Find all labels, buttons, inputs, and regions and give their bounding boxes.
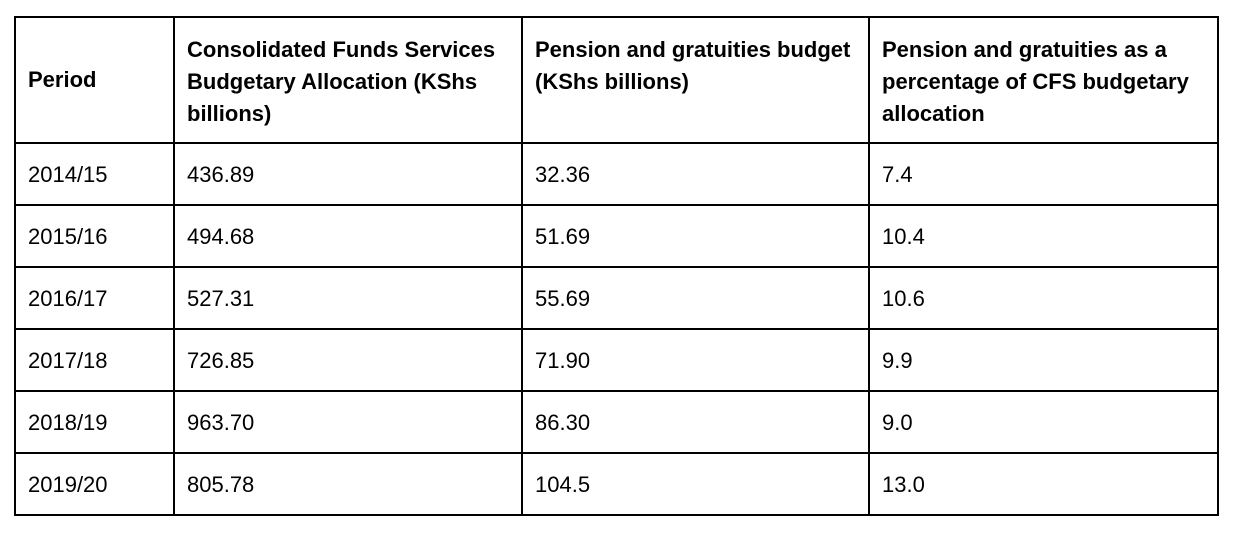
cell-pension-budget: 55.69 [521, 266, 870, 330]
cell-cfs-allocation: 527.31 [173, 266, 523, 330]
cell-cfs-allocation: 494.68 [173, 204, 523, 268]
cell-pension-budget: 104.5 [521, 452, 870, 516]
cell-pension-budget: 86.30 [521, 390, 870, 454]
cell-period: 2019/20 [14, 452, 175, 516]
cell-period: 2016/17 [14, 266, 175, 330]
cell-cfs-allocation: 805.78 [173, 452, 523, 516]
header-pension-budget: Pension and gratuities budget (KShs bill… [521, 16, 870, 144]
cell-cfs-allocation: 436.89 [173, 142, 523, 206]
header-row: Period Consolidated Funds Services Budge… [14, 16, 1219, 144]
table-row: 2014/15 436.89 32.36 7.4 [14, 142, 1219, 206]
cell-pension-budget: 32.36 [521, 142, 870, 206]
table-row: 2018/19 963.70 86.30 9.0 [14, 390, 1219, 454]
cell-period: 2014/15 [14, 142, 175, 206]
cell-period: 2015/16 [14, 204, 175, 268]
table-row: 2015/16 494.68 51.69 10.4 [14, 204, 1219, 268]
cell-pension-budget: 71.90 [521, 328, 870, 392]
cell-pension-percentage: 10.6 [868, 266, 1219, 330]
cell-cfs-allocation: 963.70 [173, 390, 523, 454]
header-pension-percentage: Pension and gratuities as a percentage o… [868, 16, 1219, 144]
cell-pension-percentage: 10.4 [868, 204, 1219, 268]
cell-pension-percentage: 9.0 [868, 390, 1219, 454]
cell-pension-percentage: 7.4 [868, 142, 1219, 206]
cell-pension-budget: 51.69 [521, 204, 870, 268]
cell-cfs-allocation: 726.85 [173, 328, 523, 392]
cell-period: 2017/18 [14, 328, 175, 392]
cell-pension-percentage: 9.9 [868, 328, 1219, 392]
cell-period: 2018/19 [14, 390, 175, 454]
table-row: 2016/17 527.31 55.69 10.6 [14, 266, 1219, 330]
table-row: 2017/18 726.85 71.90 9.9 [14, 328, 1219, 392]
header-period: Period [14, 16, 175, 144]
table-row: 2019/20 805.78 104.5 13.0 [14, 452, 1219, 516]
pension-cfs-table: Period Consolidated Funds Services Budge… [14, 16, 1219, 516]
cell-pension-percentage: 13.0 [868, 452, 1219, 516]
header-cfs-allocation: Consolidated Funds Services Budgetary Al… [173, 16, 523, 144]
